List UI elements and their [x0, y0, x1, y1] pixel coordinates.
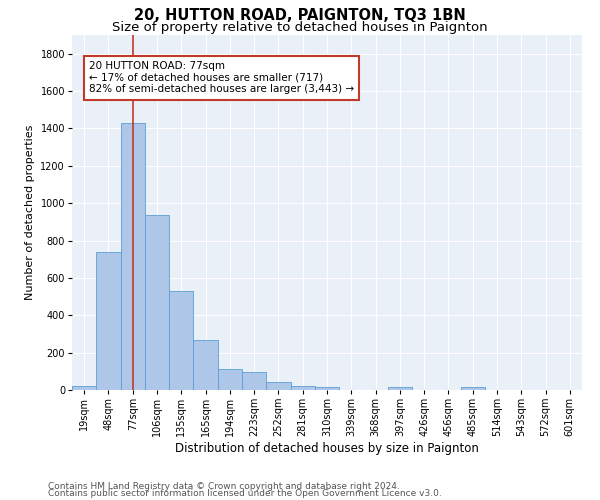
Text: Contains HM Land Registry data © Crown copyright and database right 2024.: Contains HM Land Registry data © Crown c… [48, 482, 400, 491]
Bar [193, 340, 218, 390]
Bar [96, 252, 121, 390]
Bar [242, 372, 266, 390]
Bar [72, 386, 96, 390]
Bar [169, 291, 193, 390]
Bar [388, 387, 412, 390]
Bar [218, 370, 242, 390]
Text: Size of property relative to detached houses in Paignton: Size of property relative to detached ho… [112, 21, 488, 34]
Text: Contains public sector information licensed under the Open Government Licence v3: Contains public sector information licen… [48, 489, 442, 498]
Bar [290, 386, 315, 390]
Bar [121, 123, 145, 390]
Y-axis label: Number of detached properties: Number of detached properties [25, 125, 35, 300]
Bar [315, 387, 339, 390]
X-axis label: Distribution of detached houses by size in Paignton: Distribution of detached houses by size … [175, 442, 479, 455]
Bar [266, 382, 290, 390]
Text: 20 HUTTON ROAD: 77sqm
← 17% of detached houses are smaller (717)
82% of semi-det: 20 HUTTON ROAD: 77sqm ← 17% of detached … [89, 61, 354, 94]
Bar [461, 387, 485, 390]
Text: 20, HUTTON ROAD, PAIGNTON, TQ3 1BN: 20, HUTTON ROAD, PAIGNTON, TQ3 1BN [134, 8, 466, 22]
Bar [145, 216, 169, 390]
